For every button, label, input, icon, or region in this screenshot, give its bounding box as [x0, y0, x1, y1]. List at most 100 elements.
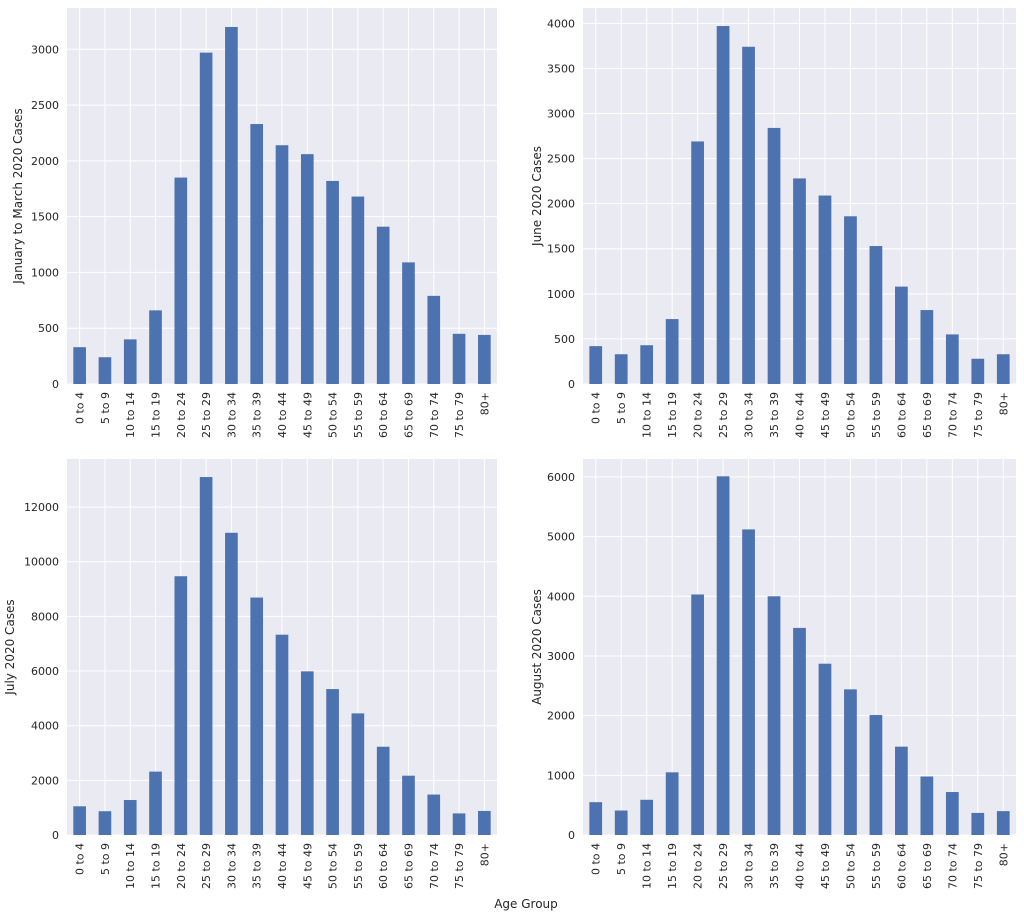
x-tick-label: 40 to 44	[794, 392, 807, 438]
subplot-3: 0 2000 4000 6000 8000 10000 12000 0 to 4 5 to 9 1…	[3, 459, 497, 889]
bar-45-to-49	[818, 195, 832, 384]
x-tick-label: 65 to 69	[921, 843, 934, 889]
x-tick-label: 70 to 74	[428, 392, 441, 438]
x-tick-label: 10 to 14	[641, 392, 654, 438]
y-tick-label: 2000	[547, 710, 575, 723]
y-tick-label: 3500	[547, 62, 575, 75]
bar-60-to-64	[895, 286, 908, 384]
bar-70-to-74	[945, 334, 959, 384]
subplots: 0 500 1000 1500 2000 2500 3000 0 to 4 5 to 9 10 t…	[3, 8, 1016, 889]
x-tick-label: 50 to 54	[844, 843, 857, 889]
y-tick-label: 0	[52, 378, 59, 391]
x-tick-label: 5 to 9	[615, 843, 628, 875]
y-tick-label: 4000	[547, 17, 575, 30]
x-tick-label: 35 to 39	[251, 392, 264, 438]
bar-15-to-19	[149, 771, 162, 835]
bar-45-to-49	[300, 154, 314, 384]
x-tick-label: 20 to 24	[175, 843, 188, 889]
x-tick-label: 60 to 64	[895, 392, 908, 438]
y-tick-label: 6000	[547, 471, 575, 484]
y-tick-label: 1500	[31, 211, 59, 224]
bar-0-to-4	[589, 346, 603, 384]
y-tick-label: 2000	[31, 774, 59, 787]
x-tick-label: 0 to 4	[74, 843, 87, 875]
x-tick-label: 40 to 44	[276, 843, 289, 889]
x-tick-label: 60 to 64	[377, 843, 390, 889]
bar-80plus	[478, 810, 491, 835]
x-tick-label: 35 to 39	[768, 392, 781, 438]
bar-50-to-54	[844, 689, 857, 835]
bar-30-to-34	[225, 26, 238, 385]
y-tick-label: 3000	[547, 650, 575, 663]
x-tick-label: 75 to 79	[453, 843, 466, 889]
bar-30-to-34	[742, 529, 755, 835]
bar-80plus	[996, 354, 1010, 384]
x-tick-label: 55 to 59	[870, 392, 883, 438]
y-tick-label: 500	[38, 322, 59, 335]
x-tick-label: 45 to 49	[819, 392, 832, 438]
x-tick-label: 30 to 34	[743, 392, 756, 438]
y-tick-label: 3000	[31, 43, 59, 56]
bar-65-to-69	[402, 262, 415, 384]
bar-0-to-4	[73, 347, 86, 384]
bar-50-to-54	[326, 689, 339, 835]
x-tick-label: 30 to 34	[225, 392, 238, 438]
bar-15-to-19	[665, 772, 679, 835]
x-tick-label: 5 to 9	[99, 392, 112, 424]
x-tick-label: 20 to 24	[692, 843, 705, 889]
x-tick-label: 70 to 74	[946, 392, 959, 438]
x-tick-label: 45 to 49	[301, 392, 314, 438]
y-tick-label: 1500	[547, 243, 575, 256]
bar-55-to-59	[869, 246, 883, 384]
x-tick-label: 10 to 14	[124, 843, 137, 889]
bar-35-to-39	[767, 127, 781, 384]
bar-5-to-9	[614, 354, 628, 384]
bar-0-to-4	[73, 806, 86, 835]
x-tick-label: 60 to 64	[895, 843, 908, 889]
bar-15-to-19	[665, 319, 679, 384]
bar-30-to-34	[225, 532, 238, 835]
x-tick-label: 55 to 59	[352, 392, 365, 438]
bar-50-to-54	[326, 180, 339, 384]
bar-75-to-79	[971, 812, 985, 835]
x-tick-label: 20 to 24	[692, 392, 705, 438]
subplot-1: 0 500 1000 1500 2000 2500 3000 0 to 4 5 to 9 10 t…	[11, 8, 497, 438]
bar-5-to-9	[98, 811, 112, 835]
x-tick-label: 15 to 19	[150, 392, 163, 438]
bar-60-to-64	[895, 746, 908, 835]
x-tick-label: 10 to 14	[641, 843, 654, 889]
bar-65-to-69	[920, 776, 934, 835]
x-tick-label: 80+	[478, 843, 491, 866]
x-tick-label: 40 to 44	[794, 843, 807, 889]
bar-20-to-24	[691, 594, 704, 835]
x-tick-label: 30 to 34	[743, 843, 756, 889]
x-tick-label: 0 to 4	[590, 843, 603, 875]
bar-25-to-29	[199, 477, 213, 835]
bar-60-to-64	[376, 746, 390, 835]
x-tick-label: 55 to 59	[870, 843, 883, 889]
bar-30-to-34	[742, 46, 755, 384]
y-tick-label: 8000	[31, 610, 59, 623]
bar-35-to-39	[250, 124, 264, 384]
bar-75-to-79	[452, 333, 466, 384]
x-tick-label: 65 to 69	[402, 843, 415, 889]
bar-75-to-79	[971, 358, 985, 384]
y-tick-label: 10000	[24, 556, 59, 569]
bar-80plus	[478, 334, 491, 384]
x-tick-label: 5 to 9	[615, 392, 628, 424]
bar-35-to-39	[250, 597, 264, 835]
x-tick-label: 75 to 79	[972, 843, 985, 889]
bar-70-to-74	[945, 792, 959, 835]
x-tick-label: 25 to 29	[717, 392, 730, 438]
x-tick-label: 15 to 19	[666, 392, 679, 438]
y-tick-label: 500	[554, 333, 575, 346]
bar-65-to-69	[402, 775, 415, 835]
x-tick-label: 80+	[997, 843, 1010, 866]
bar-55-to-59	[351, 713, 365, 835]
y-tick-label: 12000	[24, 501, 59, 514]
bar-40-to-44	[793, 627, 806, 835]
y-tick-label: 4000	[31, 720, 59, 733]
bar-20-to-24	[691, 141, 704, 384]
x-tick-label: 25 to 29	[200, 843, 213, 889]
